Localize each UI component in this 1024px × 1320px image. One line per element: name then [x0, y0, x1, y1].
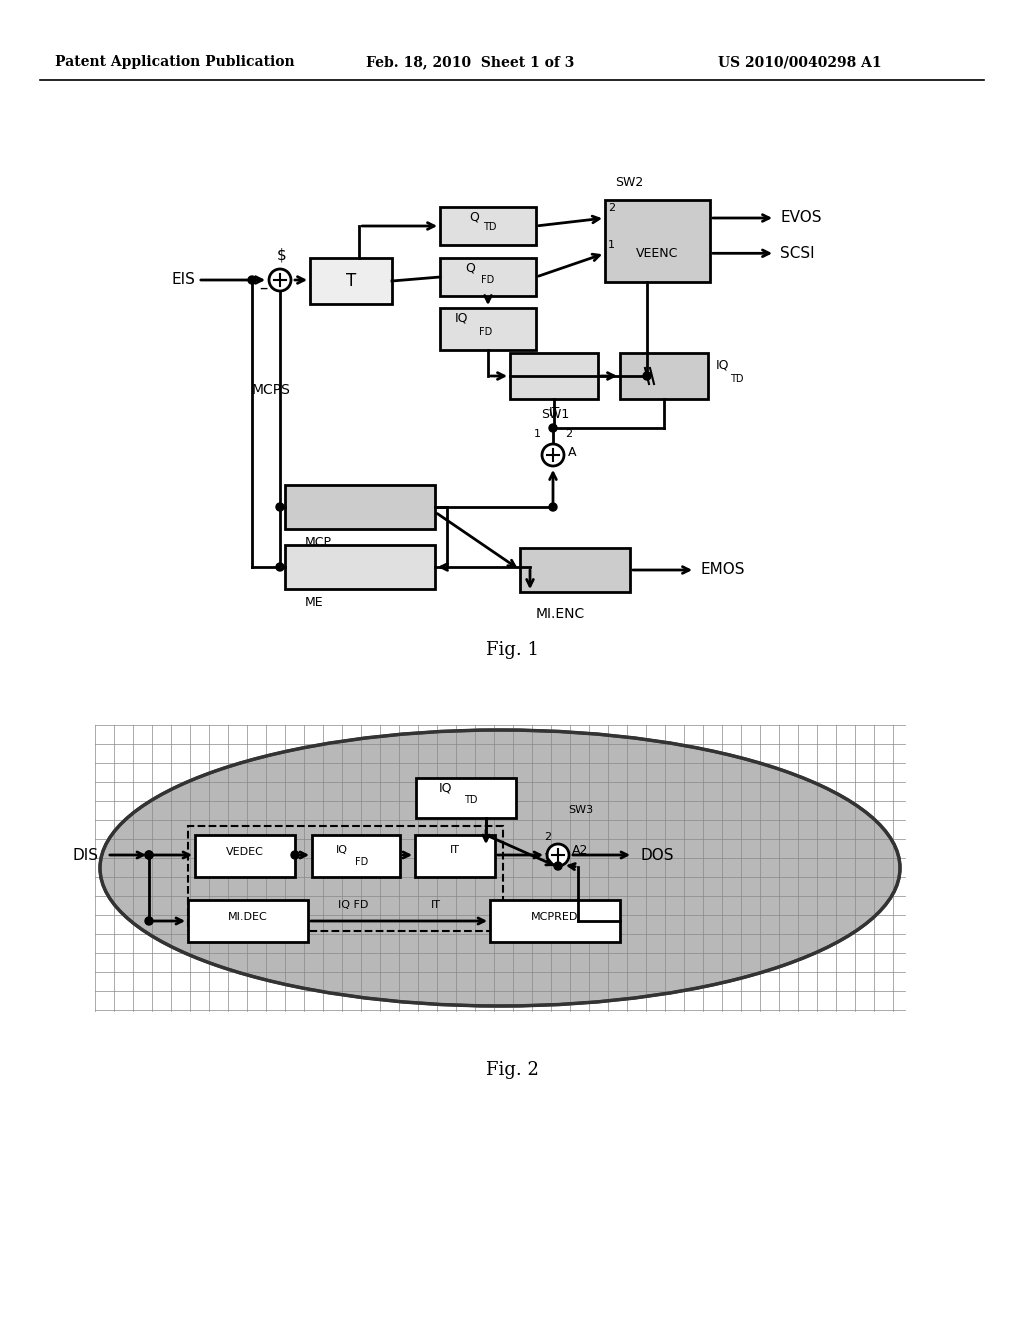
Bar	[520, 548, 630, 591]
Circle shape	[643, 372, 651, 380]
Text: Q: Q	[465, 261, 475, 275]
Text: MCPS: MCPS	[252, 383, 291, 397]
Text: Fig. 1: Fig. 1	[485, 642, 539, 659]
Bar	[415, 836, 495, 876]
Bar	[416, 777, 516, 818]
Bar	[310, 257, 392, 304]
Text: SW3: SW3	[568, 805, 593, 814]
Text: EVOS: EVOS	[780, 210, 821, 226]
Text: IQ: IQ	[716, 359, 729, 371]
Text: Patent Application Publication: Patent Application Publication	[55, 55, 295, 69]
Text: IQ: IQ	[439, 781, 453, 795]
Text: TD: TD	[483, 222, 497, 232]
Circle shape	[276, 503, 284, 511]
Circle shape	[547, 843, 569, 866]
Text: 1: 1	[608, 240, 615, 249]
Text: US 2010/0040298 A1: US 2010/0040298 A1	[718, 55, 882, 69]
Bar	[285, 484, 435, 529]
Text: DIS: DIS	[73, 847, 99, 862]
Text: IQ: IQ	[336, 845, 348, 855]
Text: IQ FD: IQ FD	[338, 900, 369, 909]
Text: IT: IT	[431, 900, 441, 909]
Text: Q: Q	[469, 210, 479, 223]
Circle shape	[549, 424, 557, 432]
Text: FD: FD	[355, 857, 369, 867]
Circle shape	[291, 851, 299, 859]
Bar	[285, 545, 435, 589]
Text: VEDEC: VEDEC	[238, 900, 274, 909]
Bar	[195, 836, 295, 876]
Text: TD: TD	[464, 795, 478, 805]
Circle shape	[145, 851, 153, 859]
Text: –: –	[259, 279, 267, 297]
Circle shape	[542, 444, 564, 466]
Text: 1: 1	[544, 853, 551, 863]
Bar	[188, 826, 503, 931]
Text: TD: TD	[730, 374, 743, 384]
Bar	[605, 201, 710, 282]
Text: ME: ME	[305, 597, 324, 610]
Text: SW2: SW2	[615, 176, 643, 189]
Circle shape	[145, 851, 153, 859]
Text: EIS: EIS	[171, 272, 195, 288]
Circle shape	[276, 564, 284, 572]
Text: A2: A2	[572, 845, 589, 858]
Ellipse shape	[100, 730, 900, 1006]
Bar	[440, 308, 536, 350]
Text: Fig. 2: Fig. 2	[485, 1061, 539, 1078]
Text: IQ: IQ	[456, 312, 469, 325]
Bar	[510, 352, 598, 399]
Circle shape	[549, 503, 557, 511]
Text: SCSI: SCSI	[780, 246, 815, 261]
Text: Feb. 18, 2010  Sheet 1 of 3: Feb. 18, 2010 Sheet 1 of 3	[366, 55, 574, 69]
Text: SW1: SW1	[541, 408, 569, 421]
Bar	[440, 257, 536, 296]
Text: MI.ENC: MI.ENC	[536, 607, 585, 620]
Circle shape	[248, 276, 256, 284]
Text: MCP: MCP	[305, 536, 332, 549]
Text: VEENC: VEENC	[636, 247, 679, 260]
Text: VEDEC: VEDEC	[226, 847, 264, 857]
Text: 2: 2	[608, 203, 615, 213]
Bar	[440, 207, 536, 246]
Text: MI.DEC: MI.DEC	[228, 912, 268, 921]
Text: A: A	[568, 446, 577, 458]
Text: IT: IT	[450, 845, 460, 855]
Circle shape	[145, 917, 153, 925]
Text: 1: 1	[534, 429, 541, 440]
Bar	[620, 352, 708, 399]
Bar	[312, 836, 400, 876]
Text: $: $	[278, 248, 287, 263]
Text: T: T	[346, 272, 356, 290]
Text: 2: 2	[565, 429, 572, 440]
Text: FD: FD	[479, 327, 493, 337]
Text: DOS: DOS	[640, 847, 674, 862]
Bar	[490, 900, 620, 942]
Text: FD: FD	[481, 275, 495, 285]
Circle shape	[269, 269, 291, 290]
Text: EMOS: EMOS	[700, 562, 744, 578]
Text: IT: IT	[548, 405, 560, 418]
Text: 2: 2	[544, 832, 551, 842]
Bar	[188, 900, 308, 942]
Circle shape	[554, 862, 562, 870]
Text: MCPRED: MCPRED	[531, 912, 579, 921]
